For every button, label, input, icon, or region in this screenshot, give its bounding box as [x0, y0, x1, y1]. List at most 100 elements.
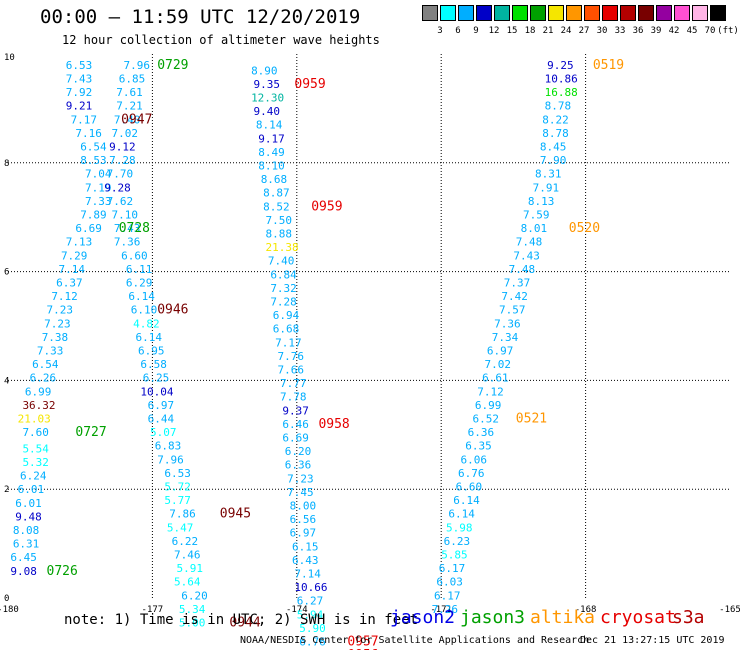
scale-label: (ft) [717, 26, 739, 36]
scale-label: 30 [596, 26, 608, 36]
y-tick-label: 8 [4, 159, 9, 169]
footer-timestamp: Dec 21 13:27:15 UTC 2019 [580, 635, 725, 646]
wave-height-value: 6.17 [439, 562, 466, 575]
pass-time-label: 0521 [516, 411, 547, 426]
scale-label: 24 [560, 26, 572, 36]
satellite-legend-item: jason2 [390, 607, 456, 628]
page-subtitle: 12 hour collection of altimeter wave hei… [62, 33, 380, 47]
wave-height-value: 6.94 [273, 309, 300, 322]
wave-height-value: 7.32 [270, 282, 297, 295]
wave-height-value: 6.31 [13, 538, 39, 551]
wave-height-value: 8.53 [80, 154, 107, 167]
wave-height-value: 6.97 [148, 399, 175, 412]
wave-height-value: 7.26 [432, 603, 459, 616]
pass-time-label: 0959 [294, 77, 325, 92]
wave-height-value: 8.10 [258, 160, 285, 173]
wave-height-value: 9.12 [109, 140, 136, 153]
x-tick-label: -177 [142, 605, 164, 615]
wave-height-value: 5.07 [150, 426, 177, 439]
wave-height-value: 6.44 [148, 412, 175, 425]
scale-swatch [638, 5, 654, 21]
wave-height-value: 6.84 [270, 268, 297, 281]
wave-height-value: 7.45 [287, 486, 314, 499]
wave-height-value: 7.96 [157, 453, 184, 466]
wave-height-value: 6.35 [465, 440, 492, 453]
wave-height-value: 6.99 [475, 399, 502, 412]
wave-height-value: 7.23 [44, 317, 71, 330]
pass-time-label: 0727 [75, 425, 106, 440]
wave-height-value: 7.02 [111, 127, 138, 140]
footer-credit: NOAA/NESDIS Center for Satellite Applica… [240, 635, 590, 646]
wave-height-value: 6.26 [30, 372, 57, 385]
wave-height-value: 5.94 [297, 608, 324, 621]
scale-swatch [692, 5, 708, 21]
wave-height-value: 9.40 [253, 105, 279, 118]
scale-swatch [458, 5, 474, 21]
pass-time-label: 0520 [569, 221, 600, 236]
pass-time-label: 0944 [229, 615, 260, 630]
wave-height-value: 7.40 [114, 113, 141, 126]
scale-label: 45 [686, 26, 698, 36]
wave-height-value: 9.25 [547, 59, 574, 72]
scale-swatch [494, 5, 510, 21]
wave-height-value: 6.25 [143, 372, 170, 385]
wave-height-value: 7.28 [109, 154, 136, 167]
scale-swatch [674, 5, 690, 21]
wave-height-value: 8.52 [263, 200, 290, 213]
scale-label: 33 [614, 26, 626, 36]
wave-height-value: 7.46 [174, 548, 201, 561]
wave-height-value: 8.78 [545, 100, 572, 113]
wave-height-value: 6.68 [273, 323, 300, 336]
wave-height-value: 6.20 [285, 445, 312, 458]
wave-height-value: 7.37 [504, 276, 530, 289]
wave-height-value: 4.82 [133, 317, 160, 330]
scale-swatch [602, 5, 618, 21]
x-tick-label: -174 [286, 605, 308, 615]
wave-height-value: 5.98 [446, 521, 473, 534]
wave-height-value: 6.24 [20, 470, 47, 483]
scale-swatch [530, 5, 546, 21]
wave-height-value: 6.14 [453, 494, 480, 507]
wave-height-value: 6.22 [172, 535, 199, 548]
pass-time-label: 0958 [318, 417, 349, 432]
pass-time-label: 0956 [347, 648, 378, 650]
wave-height-value: 8.31 [535, 168, 562, 181]
wave-height-value: 7.17 [71, 113, 98, 126]
wave-height-value: 8.45 [540, 140, 567, 153]
wave-height-value: 7.13 [66, 236, 93, 249]
wave-height-value: 7.16 [75, 127, 102, 140]
scale-label: 12 [488, 26, 500, 36]
wave-height-value: 7.29 [61, 249, 88, 262]
wave-height-value: 5.91 [176, 562, 203, 575]
wave-height-value: 6.69 [75, 222, 102, 235]
wave-height-value: 5.47 [167, 521, 194, 534]
wave-height-value: 8.00 [290, 500, 317, 513]
satellite-legend-item: altika [530, 607, 596, 628]
wave-height-value: 7.14 [294, 568, 321, 581]
wave-height-value: 7.38 [42, 331, 68, 344]
scale-label: 21 [542, 26, 554, 36]
wave-height-value: 6.14 [448, 508, 475, 521]
x-tick-label: -165 [719, 605, 740, 615]
wave-height-value: 7.62 [107, 195, 134, 208]
wave-height-value: 5.00 [179, 616, 206, 629]
scale-label: 42 [668, 26, 680, 36]
wave-height-value: 7.59 [523, 208, 550, 221]
wave-height-value: 7.78 [280, 391, 307, 404]
page-title: 00:00 – 11:59 UTC 12/20/2019 [40, 6, 361, 28]
wave-height-value: 7.57 [499, 304, 525, 317]
wave-height-value: 6.95 [138, 344, 165, 357]
wave-height-value: 6.56 [290, 513, 317, 526]
wave-height-value: 7.33 [37, 344, 64, 357]
wave-height-value: 6.54 [32, 358, 59, 371]
wave-height-value: 6.97 [290, 527, 317, 540]
wave-height-value: 6.46 [282, 418, 309, 431]
wave-height-value: 6.85 [119, 72, 146, 85]
wave-height-value: 6.99 [25, 385, 51, 398]
wave-height-value: 9.28 [104, 181, 130, 194]
scale-label: 15 [506, 26, 518, 36]
scale-swatch [620, 5, 636, 21]
wave-height-value: 7.33 [85, 195, 112, 208]
wave-height-value: 6.69 [282, 432, 309, 445]
